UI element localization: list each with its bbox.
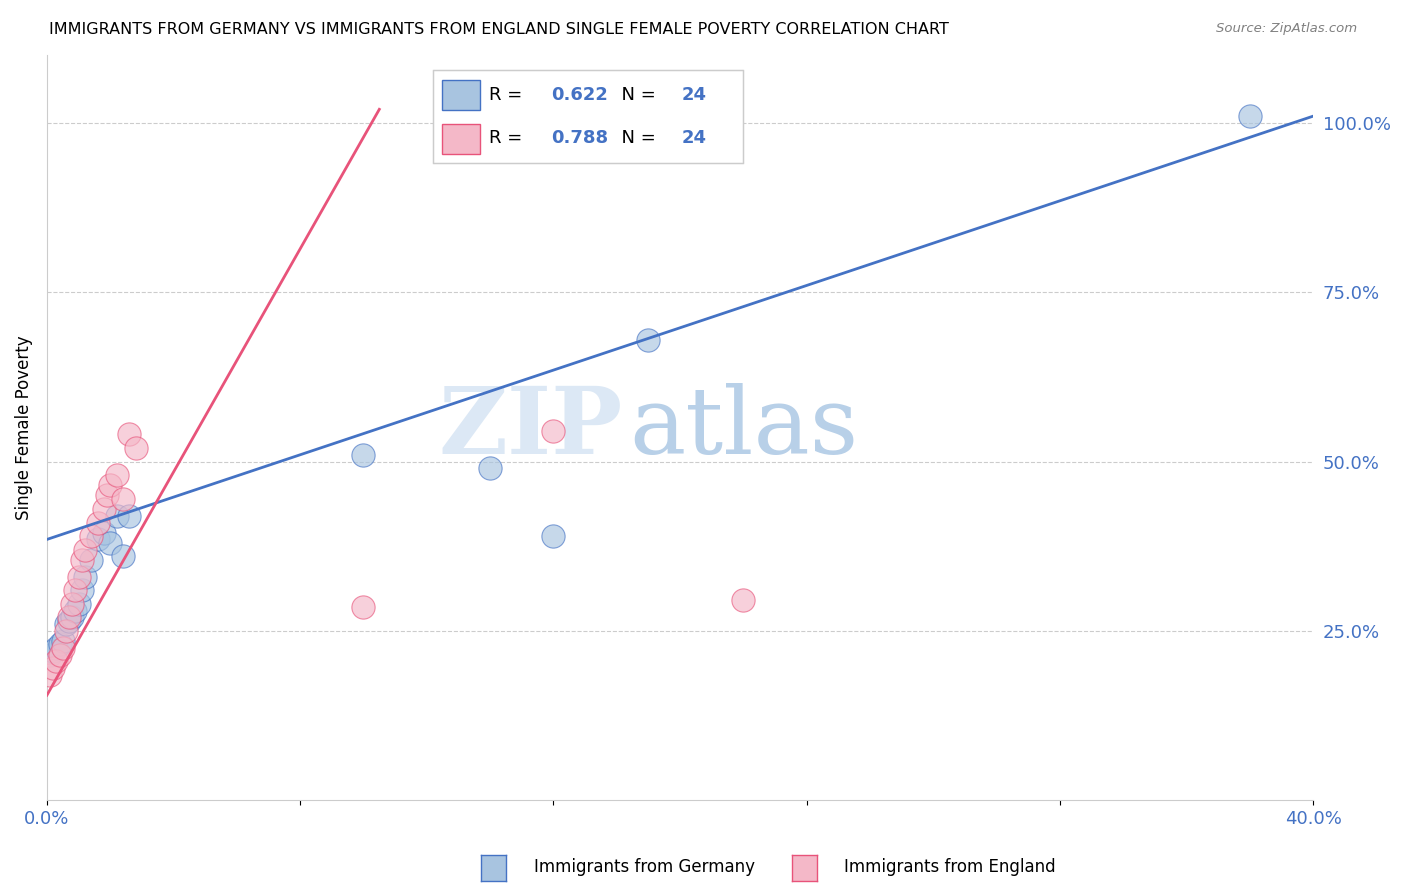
Point <box>111 491 134 506</box>
Text: Immigrants from England: Immigrants from England <box>844 858 1056 876</box>
Point <box>52 640 75 655</box>
Point <box>124 441 146 455</box>
Point <box>93 502 115 516</box>
Point <box>353 448 375 462</box>
Text: atlas: atlas <box>630 383 859 473</box>
Point <box>93 525 115 540</box>
Point <box>48 648 70 662</box>
Point <box>80 553 103 567</box>
Point <box>55 617 77 632</box>
Point <box>96 488 118 502</box>
Point <box>45 640 67 655</box>
Point <box>118 427 141 442</box>
Point <box>58 614 80 628</box>
Point <box>48 637 70 651</box>
Point <box>73 542 96 557</box>
Point <box>637 333 659 347</box>
Point <box>105 508 128 523</box>
Point <box>105 468 128 483</box>
Point <box>39 668 62 682</box>
Point <box>55 624 77 638</box>
Point <box>65 603 87 617</box>
Text: Source: ZipAtlas.com: Source: ZipAtlas.com <box>1216 22 1357 36</box>
Text: Immigrants from Germany: Immigrants from Germany <box>534 858 755 876</box>
Point <box>70 583 93 598</box>
Point <box>42 644 65 658</box>
Point <box>479 461 502 475</box>
Point <box>39 648 62 662</box>
Point <box>543 424 565 438</box>
Point <box>111 549 134 564</box>
Point <box>60 610 83 624</box>
Point <box>543 529 565 543</box>
Point <box>80 529 103 543</box>
Point <box>98 536 121 550</box>
Point <box>1239 109 1261 123</box>
Point <box>73 570 96 584</box>
Point <box>52 634 75 648</box>
Point <box>45 654 67 668</box>
Point <box>58 610 80 624</box>
Text: IMMIGRANTS FROM GERMANY VS IMMIGRANTS FROM ENGLAND SINGLE FEMALE POVERTY CORRELA: IMMIGRANTS FROM GERMANY VS IMMIGRANTS FR… <box>49 22 949 37</box>
Point <box>733 593 755 607</box>
Point <box>118 508 141 523</box>
Point <box>67 570 90 584</box>
Point <box>353 600 375 615</box>
Point <box>60 597 83 611</box>
Point <box>98 478 121 492</box>
Point <box>86 516 108 530</box>
Point <box>67 597 90 611</box>
Point <box>42 661 65 675</box>
Point <box>86 533 108 547</box>
Point <box>70 553 93 567</box>
Y-axis label: Single Female Poverty: Single Female Poverty <box>15 335 32 520</box>
Text: ZIP: ZIP <box>439 383 623 473</box>
Point <box>65 583 87 598</box>
